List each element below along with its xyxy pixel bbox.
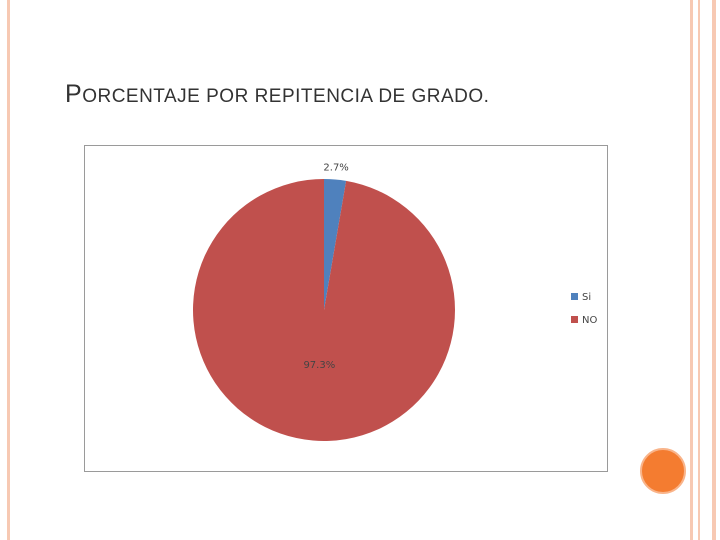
data-label: 97.3% xyxy=(303,360,335,371)
pie-slice xyxy=(192,179,455,441)
legend-swatch xyxy=(571,316,578,323)
data-label: 2.7% xyxy=(323,163,348,174)
legend-label: NO xyxy=(582,315,597,326)
left-border xyxy=(7,0,10,540)
legend-swatch xyxy=(571,293,578,300)
decor-circle xyxy=(640,448,686,494)
pie-slice xyxy=(324,179,347,310)
chart-title: PORCENTAJE POR REPITENCIA DE GRADO. xyxy=(65,80,490,108)
right-border xyxy=(712,0,716,540)
right-border xyxy=(690,0,693,540)
legend-label: Si xyxy=(582,292,591,303)
right-border xyxy=(698,0,700,540)
